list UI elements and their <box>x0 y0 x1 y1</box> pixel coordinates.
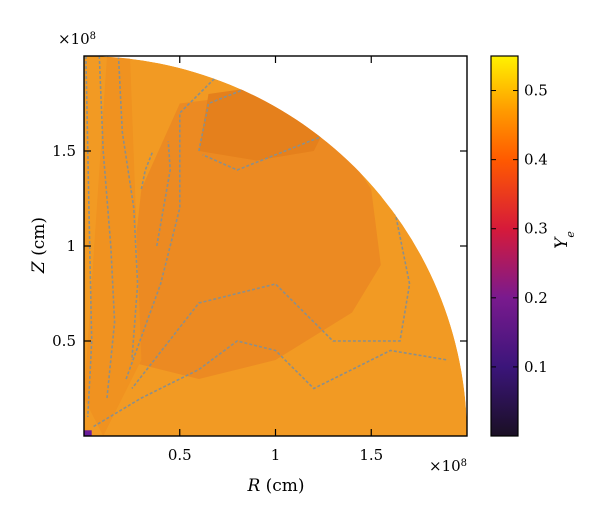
colorbar-tick-label: 0.4 <box>524 151 548 169</box>
y-tick-label: 1 <box>66 237 76 255</box>
region-axis-band <box>84 56 142 436</box>
colorbar-ticks: 0.1 0.2 0.3 0.4 0.5 <box>491 82 548 376</box>
colorbar-tick-label: 0.2 <box>524 289 548 307</box>
colorbar-tick-label: 0.1 <box>524 358 548 376</box>
region-inner-lobe <box>122 94 381 379</box>
region-core <box>84 430 92 436</box>
y-scale-factor: ×108 <box>58 30 96 48</box>
region-upper-pocket <box>198 84 333 161</box>
colorbar <box>490 55 519 437</box>
colorbar-tick-label: 0.5 <box>524 82 548 100</box>
plot-area <box>84 56 467 436</box>
x-tick-label: 0.5 <box>168 446 192 464</box>
colorbar-label: Ye <box>552 231 577 249</box>
y-axis-label: Z (cm) <box>29 217 49 274</box>
contour-strand-b <box>156 141 172 247</box>
contour-axis-mid <box>98 56 116 399</box>
x-tick-label: 1.5 <box>359 446 383 464</box>
x-axis-label: R (cm) <box>246 476 304 496</box>
contour-strand-a <box>140 150 154 190</box>
x-scale-factor: ×108 <box>429 457 467 475</box>
contour-axis-right <box>117 56 139 361</box>
x-axis-ticks: 0.5 1 1.5 <box>168 56 383 464</box>
y-tick-label: 0.5 <box>52 332 76 350</box>
colorbar-tick-label: 0.3 <box>524 220 548 238</box>
y-axis-ticks: 0.5 1 1.5 <box>52 142 467 350</box>
y-tick-label: 1.5 <box>52 142 76 160</box>
x-tick-label: 1 <box>271 446 281 464</box>
contour-lower <box>93 340 448 428</box>
